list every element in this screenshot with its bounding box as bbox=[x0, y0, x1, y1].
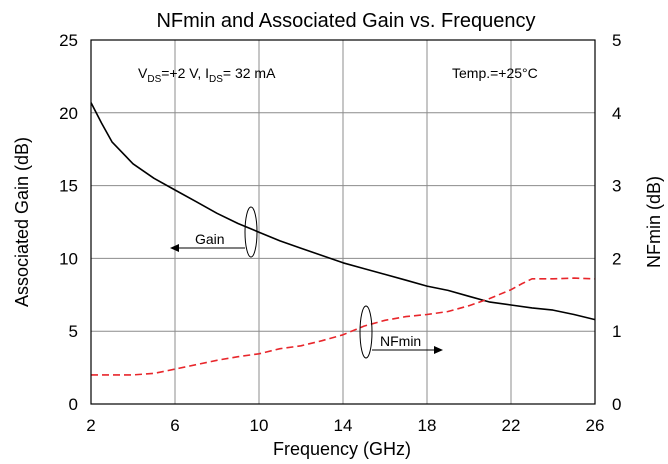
y-right-tick-label: 3 bbox=[612, 177, 621, 196]
y-right-tick-label: 1 bbox=[612, 322, 621, 341]
y-left-tick-label: 5 bbox=[69, 322, 78, 341]
gain-callout-arrowhead bbox=[170, 244, 179, 252]
bias-v-sub: DS bbox=[147, 74, 161, 85]
nfmin-callout-arrowhead bbox=[434, 346, 443, 354]
nfmin-callout-ellipse bbox=[359, 305, 373, 359]
bias-i-rest: = 32 mA bbox=[223, 65, 276, 81]
y-right-tick-label: 0 bbox=[612, 395, 621, 414]
chart-title: NFmin and Associated Gain vs. Frequency bbox=[156, 10, 535, 32]
series-line-gain bbox=[90, 102, 596, 321]
nfmin-callout: NFmin bbox=[359, 305, 443, 359]
y-right-tick-label: 2 bbox=[612, 249, 621, 268]
plot-frame bbox=[90, 39, 596, 405]
temperature-annotation: Temp.=+25°C bbox=[452, 65, 538, 81]
grid bbox=[91, 40, 595, 404]
y-left-tick-label: 25 bbox=[59, 31, 78, 50]
y-right-tick-label: 5 bbox=[612, 31, 621, 50]
y-left-tick-label: 20 bbox=[59, 104, 78, 123]
x-axis-title: Frequency (GHz) bbox=[273, 439, 411, 459]
gain-callout-label: Gain bbox=[195, 231, 225, 247]
bias-annotation: VDS=+2 V, IDS= 32 mA bbox=[138, 65, 276, 85]
x-tick-label: 14 bbox=[334, 416, 353, 435]
series-layer bbox=[90, 102, 596, 376]
x-tick-label: 10 bbox=[250, 416, 269, 435]
x-tick-label: 26 bbox=[586, 416, 605, 435]
x-tick-label: 22 bbox=[502, 416, 521, 435]
series-line-nfmin bbox=[91, 277, 596, 376]
gain-callout-ellipse bbox=[244, 206, 258, 258]
bias-v-rest: =+2 V, I bbox=[161, 65, 209, 81]
y-right-tick-label: 4 bbox=[612, 104, 621, 123]
y-axis-right-title: NFmin (dB) bbox=[644, 176, 664, 268]
gain-callout: Gain bbox=[170, 206, 258, 258]
y-left-tick-label: 10 bbox=[59, 249, 78, 268]
y-left-tick-label: 0 bbox=[69, 395, 78, 414]
x-tick-label: 18 bbox=[418, 416, 437, 435]
bias-v-main: V bbox=[138, 65, 148, 81]
y-axis-left-title: Associated Gain (dB) bbox=[12, 137, 32, 307]
x-tick-label: 6 bbox=[170, 416, 179, 435]
nfmin-callout-label: NFmin bbox=[380, 333, 421, 349]
bias-i-sub: DS bbox=[209, 74, 223, 85]
x-tick-label: 2 bbox=[86, 416, 95, 435]
y-left-tick-label: 15 bbox=[59, 177, 78, 196]
